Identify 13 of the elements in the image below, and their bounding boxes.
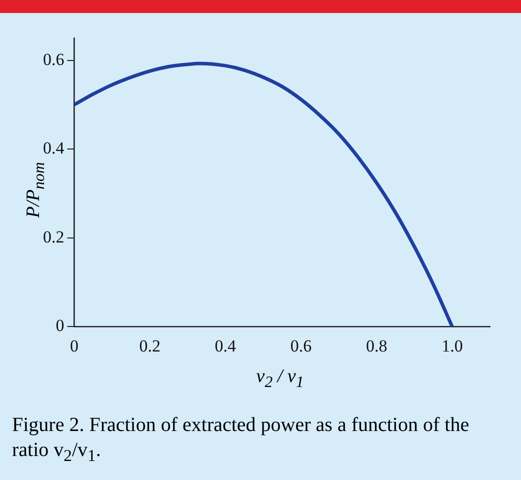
x-tick-label: 0.8 bbox=[366, 336, 388, 356]
y-tick-label: 0.4 bbox=[43, 138, 65, 158]
x-tick-label: 0 bbox=[70, 336, 78, 356]
x-tick-label: 1.0 bbox=[442, 336, 463, 356]
y-tick-label: 0 bbox=[56, 316, 64, 336]
x-axis-title: v$_{2}$ / v$_{1}$ bbox=[255, 366, 305, 392]
y-tick-label: 0.6 bbox=[43, 50, 64, 69]
caption: Figure 2. Fraction of extracted power as a function of the ratio v$_{2}$/v$_{1}$. bbox=[12, 413, 470, 467]
x-tick-label: 0.2 bbox=[139, 336, 160, 356]
line-series bbox=[74, 62, 454, 327]
x-tick-label: 0.6 bbox=[290, 336, 312, 356]
y-tick-label: 0.2 bbox=[43, 227, 64, 246]
x-tick-label: 0.4 bbox=[214, 336, 237, 356]
